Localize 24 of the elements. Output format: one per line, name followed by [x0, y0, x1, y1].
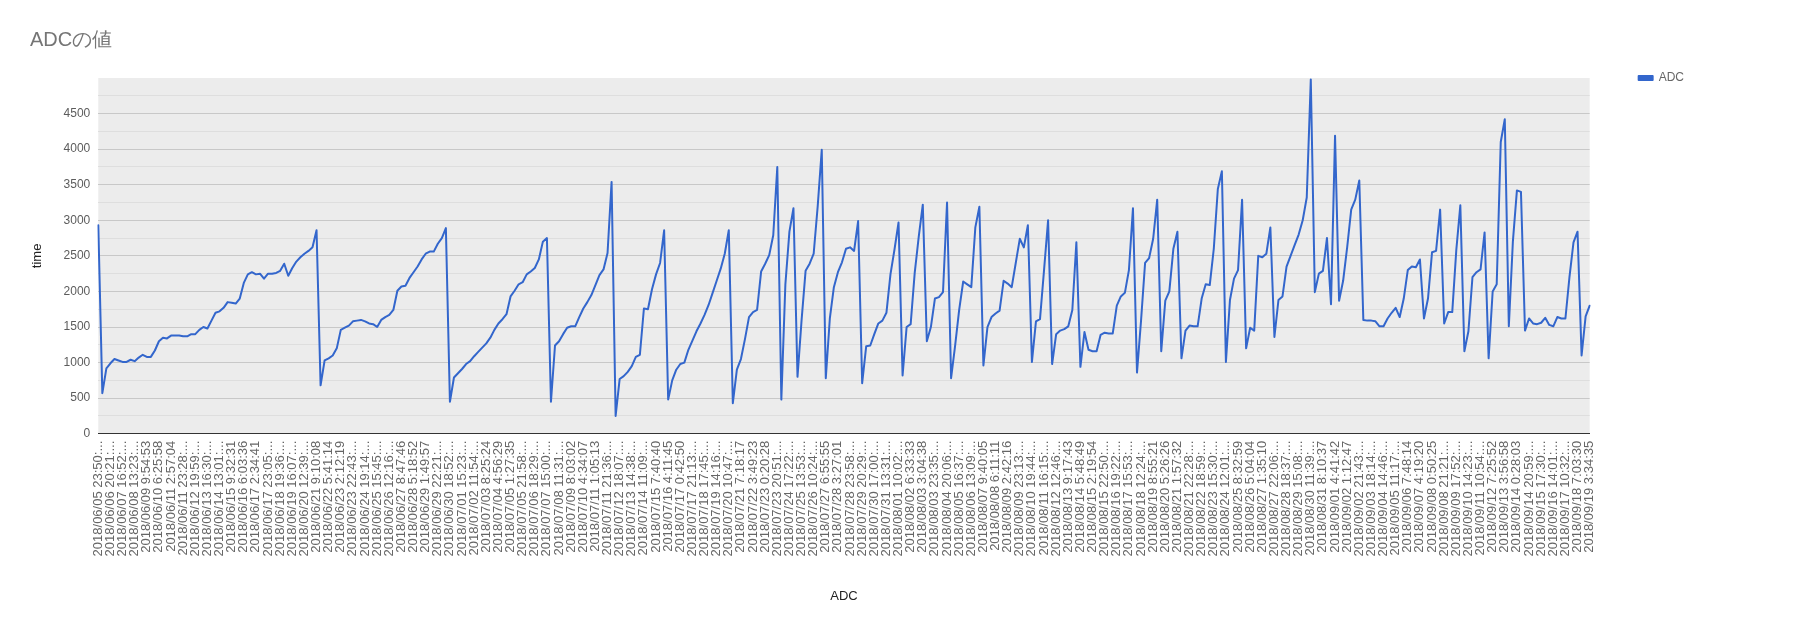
x-tick-label: 2018/06/20 12:39:...: [296, 440, 311, 557]
y-axis-title: time: [29, 243, 45, 269]
chart-title: ADCの値: [30, 27, 113, 50]
y-tick-label: 1500: [63, 319, 91, 334]
legend-label: ADC: [1658, 70, 1685, 85]
y-tick-label: 4500: [63, 105, 91, 120]
x-axis-title: ADC: [830, 587, 858, 603]
x-tick-label: 2018/06/05 23:50:...: [89, 440, 105, 557]
y-tick-label: 2500: [63, 248, 91, 263]
y-tick-label: 2000: [63, 283, 91, 298]
x-tick-label: 2018/07/31 13:31:...: [878, 440, 893, 557]
y-tick-label: 500: [70, 390, 91, 405]
x-tick-label: 2018/07/04 4:56:29: [490, 440, 505, 553]
x-tick-label: 2018/07/17 21:13:...: [684, 440, 699, 557]
y-tick-label: 3000: [63, 212, 91, 227]
y-tick-label: 1000: [63, 354, 91, 369]
x-tick-label: 2018/07/24 17:22:...: [781, 440, 796, 557]
x-tick-label: 2018/06/27 8:47:46: [393, 440, 408, 553]
y-tick-label: 3500: [63, 177, 91, 192]
x-tick-label: 2018/07/11 1:05:13: [587, 440, 602, 552]
y-tick-label: 0: [83, 426, 91, 441]
x-tick-label: 2018/06/06 20:21:...: [102, 440, 117, 557]
y-tick-label: 4000: [63, 141, 91, 156]
x-tick-label: 2018/06/13 16:30:...: [199, 440, 214, 557]
